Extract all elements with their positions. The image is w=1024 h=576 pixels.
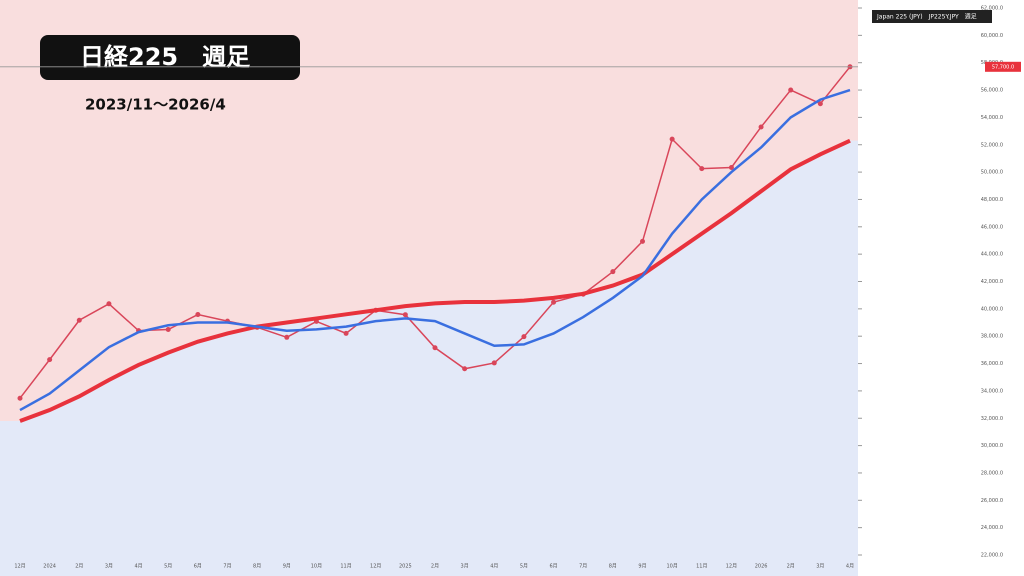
price-point	[610, 269, 616, 275]
series-line	[19, 138, 851, 423]
y-tick-label: 60,000.0	[981, 33, 1003, 39]
x-tick-label: 2025	[399, 564, 412, 570]
price-point	[165, 327, 171, 333]
y-tick-label: 50,000.0	[981, 170, 1003, 176]
price-point	[728, 164, 734, 170]
y-tick-label: 26,000.0	[981, 498, 1003, 504]
x-tick-label: 5月	[164, 564, 172, 570]
x-tick-label: 8月	[609, 564, 617, 570]
price-point	[284, 334, 290, 340]
price-point	[521, 334, 527, 340]
price-point	[699, 166, 705, 172]
x-tick-label: 11月	[696, 564, 707, 570]
series-line	[19, 88, 851, 412]
x-tick-label: 3月	[461, 564, 469, 570]
y-tick-label: 36,000.0	[981, 361, 1003, 367]
x-tick-label: 10月	[666, 564, 677, 570]
subtitle: 2023/11～2026/4	[85, 96, 226, 114]
price-point	[343, 330, 349, 336]
x-tick-label: 9月	[638, 564, 646, 570]
price-point	[462, 366, 468, 372]
bull-zone	[0, 0, 858, 421]
x-tick-label: 6月	[194, 564, 202, 570]
x-tick-label: 2月	[75, 564, 83, 570]
x-tick-label: 6月	[549, 564, 557, 570]
x-tick-label: 10月	[311, 564, 322, 570]
title: 日経225 週足	[80, 43, 250, 71]
legend: Japan 225 (JPY) JP225Y.JPY 週足	[876, 13, 977, 21]
x-tick-label: 8月	[253, 564, 261, 570]
x-tick-label: 4月	[846, 564, 854, 570]
x-tick-label: 4月	[134, 564, 142, 570]
price-point	[47, 357, 53, 363]
x-tick-label: 4月	[490, 564, 498, 570]
price-point	[402, 312, 408, 318]
x-tick-label: 12月	[726, 564, 737, 570]
y-tick-label: 54,000.0	[981, 115, 1003, 121]
price-point	[491, 360, 497, 366]
y-tick-label: 38,000.0	[981, 334, 1003, 340]
price-point	[432, 345, 438, 351]
y-tick-label: 56,000.0	[981, 88, 1003, 94]
x-tick-label: 2026	[755, 564, 768, 570]
x-tick-label: 12月	[14, 564, 25, 570]
y-tick-label: 62,000.0	[981, 6, 1003, 12]
legend-box	[872, 10, 992, 23]
y-tick-label: 46,000.0	[981, 224, 1003, 230]
y-tick-label: 40,000.0	[981, 306, 1003, 312]
price-point	[551, 299, 557, 305]
y-tick-label: 28,000.0	[981, 470, 1003, 476]
y-tick-label: 22,000.0	[981, 553, 1003, 559]
x-tick-label: 2月	[787, 564, 795, 570]
y-tick-label: 44,000.0	[981, 252, 1003, 258]
title-box	[40, 35, 300, 80]
price-point	[817, 101, 823, 107]
x-tick-label: 7月	[223, 564, 231, 570]
y-tick-label: 32,000.0	[981, 416, 1003, 422]
y-tick-label: 48,000.0	[981, 197, 1003, 203]
x-tick-label: 7月	[579, 564, 587, 570]
x-tick-label: 2024	[43, 564, 56, 570]
x-tick-label: 2月	[431, 564, 439, 570]
x-tick-label: 11月	[340, 564, 351, 570]
price-point	[195, 312, 201, 318]
last-price-box	[985, 61, 1021, 72]
price-point	[640, 238, 645, 244]
price-point	[76, 317, 82, 323]
x-tick-label: 12月	[370, 564, 381, 570]
x-tick-label: 3月	[816, 564, 824, 570]
y-tick-label: 42,000.0	[981, 279, 1003, 285]
y-tick-label: 30,000.0	[981, 443, 1003, 449]
y-tick-label: 34,000.0	[981, 388, 1003, 394]
price-point	[669, 136, 675, 142]
last-price-label: 57,700.0	[992, 64, 1014, 70]
price-point	[17, 395, 23, 401]
y-tick-label: 52,000.0	[981, 142, 1003, 148]
y-tick-label: 24,000.0	[981, 525, 1003, 531]
x-tick-label: 3月	[105, 564, 113, 570]
x-tick-label: 9月	[283, 564, 291, 570]
price-point	[788, 87, 794, 93]
price-point	[758, 124, 764, 130]
x-tick-label: 5月	[520, 564, 528, 570]
price-point	[106, 301, 112, 307]
